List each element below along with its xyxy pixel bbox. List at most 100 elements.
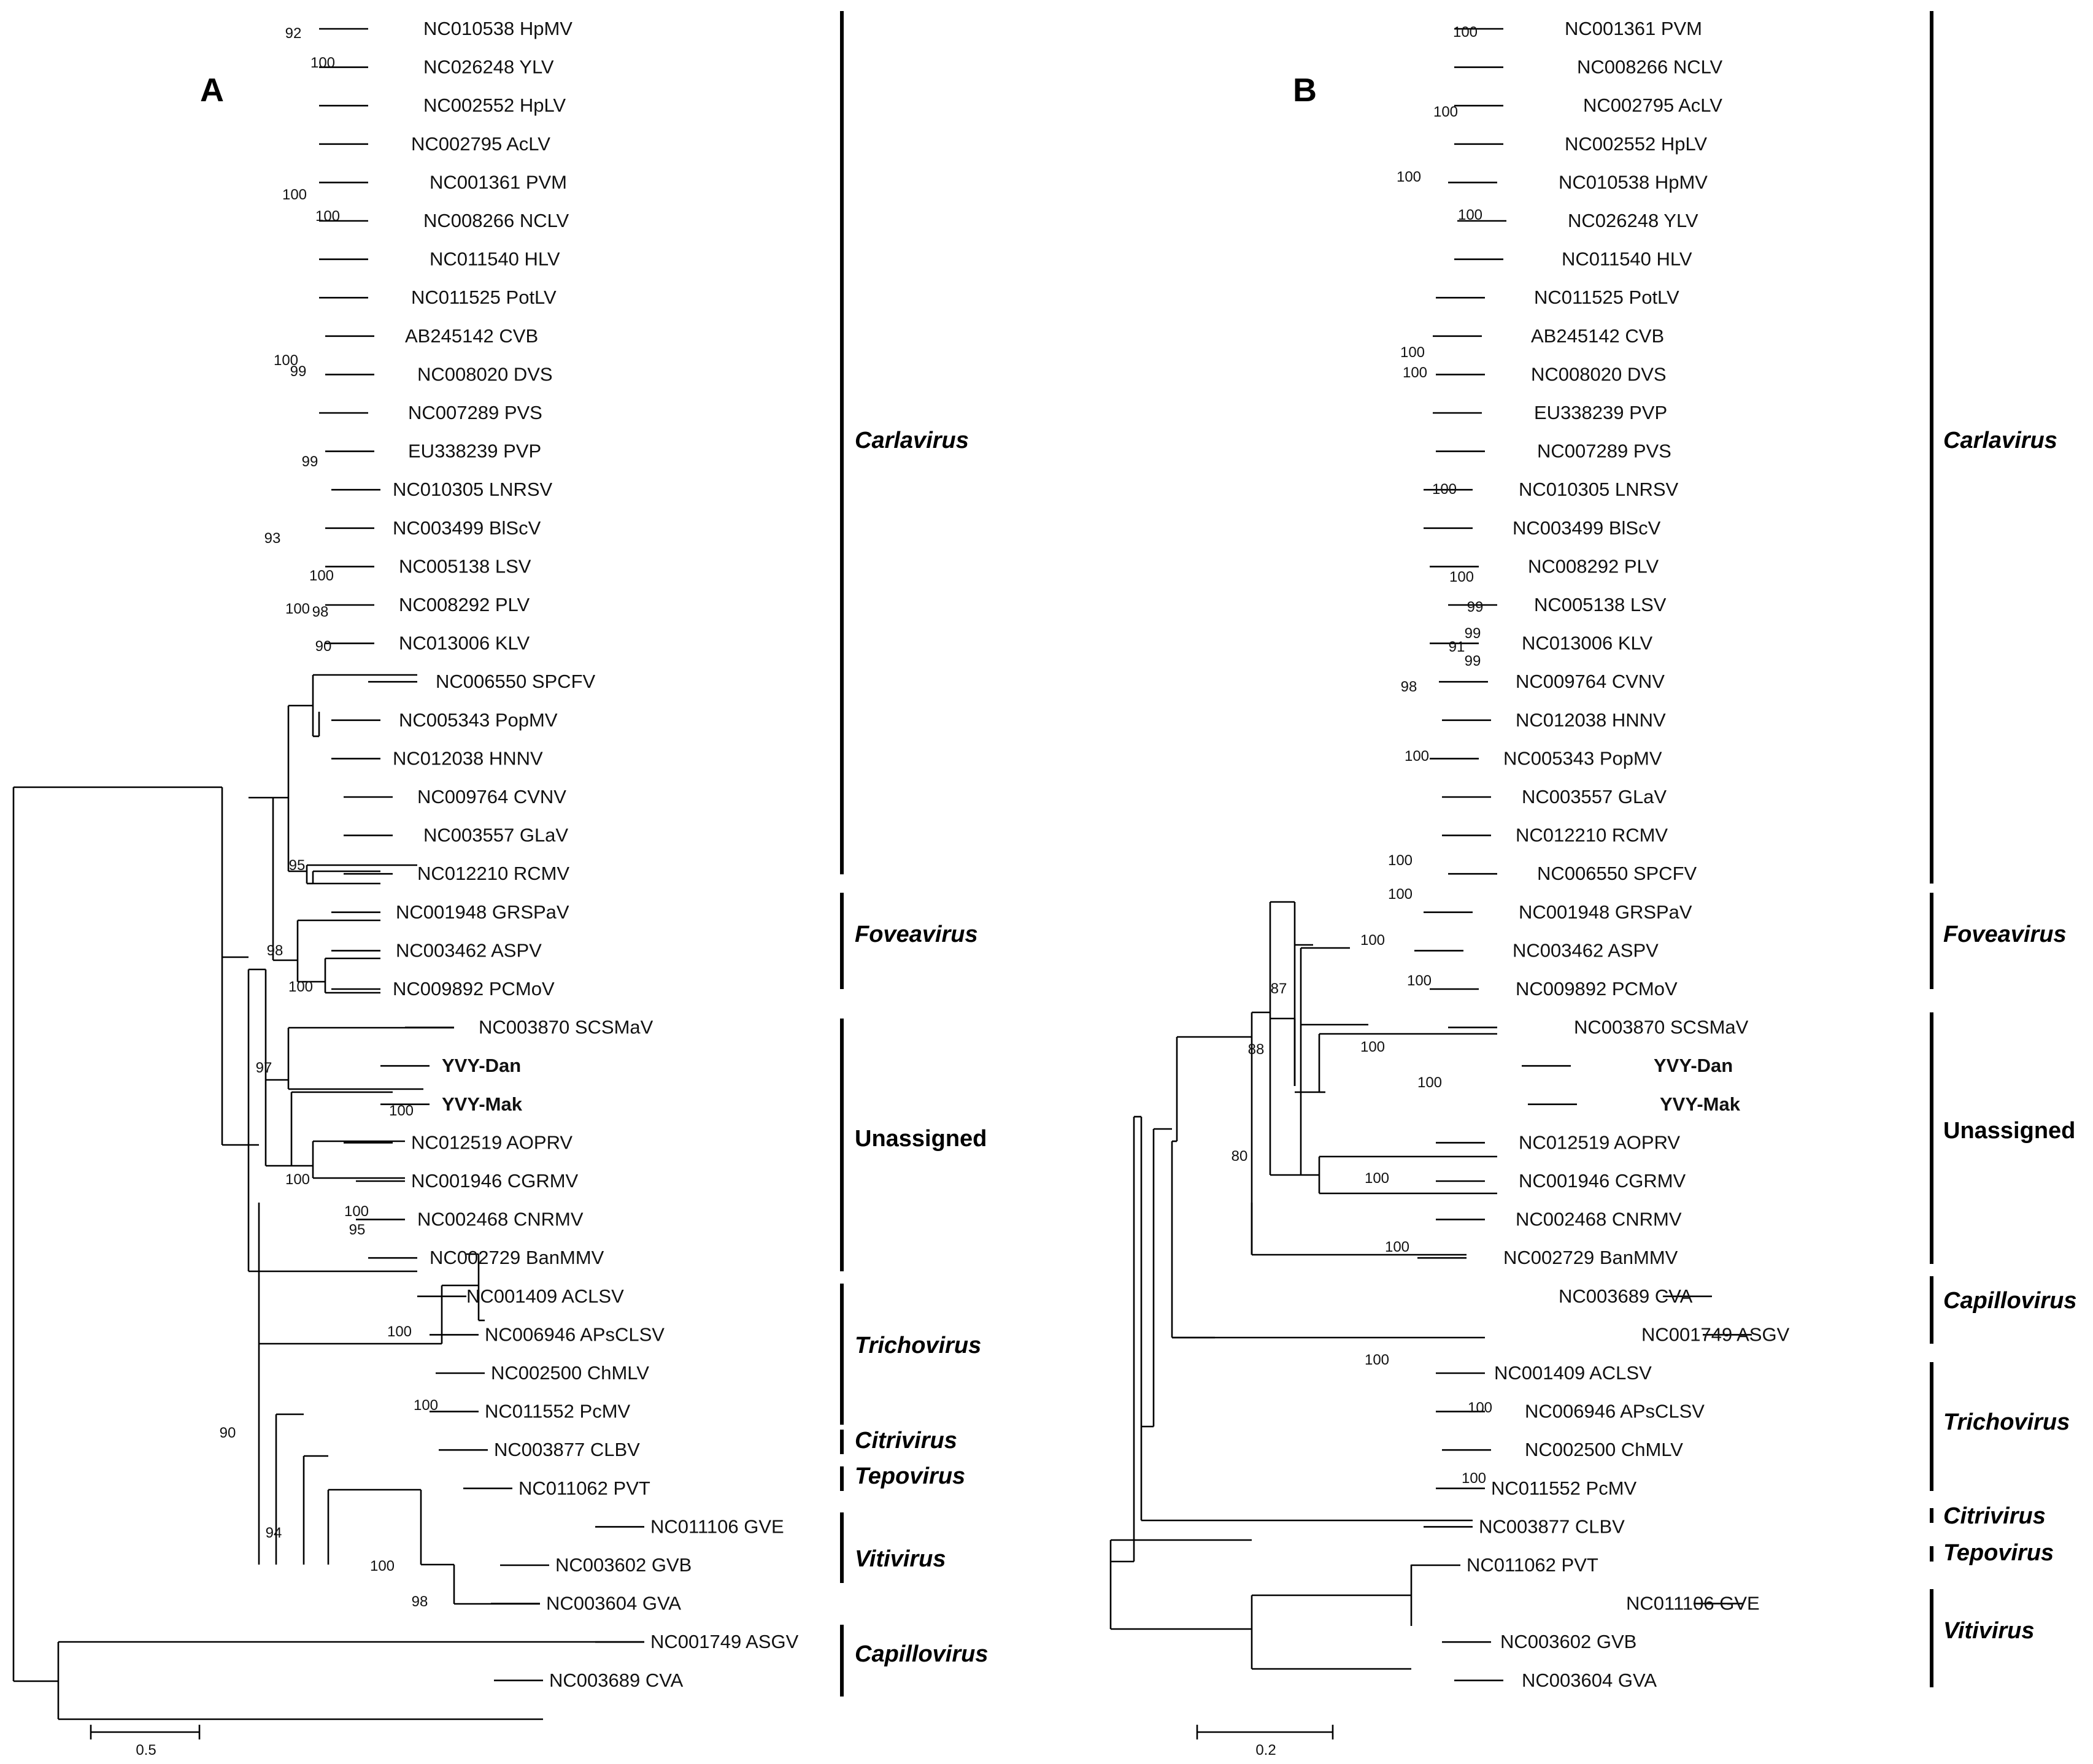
bootstrap-value: 99 (302, 453, 318, 470)
leaf-label: YVY-Dan (1654, 1055, 1733, 1076)
leaf-label: NC003462 ASPV (1513, 939, 1659, 961)
scale-bar-label: 0.5 (136, 1742, 156, 1758)
leaf-label: NC002468 CNRMV (1516, 1209, 1682, 1230)
leaf-label: NC026248 YLV (1568, 210, 1698, 231)
leaf-label: NC011540 HLV (430, 248, 560, 270)
bootstrap-value: 100 (282, 187, 307, 203)
bootstrap-value: 98 (412, 1593, 428, 1610)
leaf-label: NC012210 RCMV (417, 863, 569, 884)
bootstrap-value: 90 (220, 1425, 236, 1441)
leaf-label: NC012038 HNNV (1516, 709, 1666, 731)
leaf-label: YVY-Mak (1660, 1093, 1741, 1115)
genus-label: Unassigned (855, 1126, 987, 1152)
leaf-label: NC006550 SPCFV (436, 671, 596, 692)
leaf-label: NC011106 GVE (1626, 1593, 1760, 1614)
leaf-label: NC013006 KLV (1522, 633, 1652, 654)
leaf-label: NC003462 ASPV (396, 939, 542, 961)
bootstrap-value: 100 (1405, 748, 1429, 765)
bootstrap-value: 100 (414, 1397, 438, 1414)
bootstrap-value: 100 (1403, 364, 1427, 381)
genus-label: Unassigned (1943, 1118, 2075, 1144)
genus-label: Tepovirus (855, 1463, 965, 1489)
genus-label: Citrivirus (1943, 1503, 2046, 1529)
bootstrap-value: 100 (344, 1203, 369, 1220)
leaf-label: NC002552 HpLV (1565, 133, 1707, 155)
bootstrap-value: 99 (1467, 599, 1484, 615)
bootstrap-value: 100 (1360, 1039, 1385, 1055)
leaf-label: NC009892 PCMoV (393, 978, 555, 999)
genus-label: Foveavirus (1943, 922, 2067, 947)
bootstrap-value: 100 (288, 979, 313, 995)
genus-label: Vitivirus (855, 1546, 946, 1572)
leaf-label: NC001948 GRSPaV (1519, 901, 1692, 923)
leaf-label: NC010305 LNRSV (1519, 479, 1679, 500)
leaf-label: NC008266 NCLV (423, 210, 569, 231)
scale-bar-label: 0.2 (1255, 1742, 1276, 1758)
leaf-label: NC009764 CVNV (417, 786, 566, 807)
bootstrap-value: 99 (1465, 653, 1481, 669)
leaf-label: NC003602 GVB (1500, 1631, 1636, 1652)
leaf-label: NC006550 SPCFV (1537, 863, 1697, 884)
leaf-label: NC002795 AcLV (1583, 94, 1722, 116)
leaf-label: NC003499 BlScV (393, 517, 541, 539)
bootstrap-value: 92 (285, 25, 302, 42)
leaf-label: NC011106 GVE (650, 1516, 784, 1537)
leaf-label: NC009764 CVNV (1516, 671, 1665, 692)
bootstrap-value: 100 (1400, 344, 1425, 361)
bootstrap-value: 93 (264, 530, 281, 547)
leaf-label: NC011062 PVT (518, 1477, 650, 1499)
leaf-label: EU338239 PVP (1534, 402, 1667, 423)
bootstrap-value: 100 (1407, 973, 1432, 989)
leaf-label: NC002500 ChMLV (1525, 1439, 1683, 1460)
leaf-label: NC006946 APsCLSV (485, 1323, 665, 1345)
leaf-label: NC003870 SCSMaV (479, 1017, 653, 1038)
bootstrap-value: 98 (267, 942, 283, 959)
leaf-label: NC007289 PVS (408, 402, 542, 423)
leaf-label: NC001409 ACLSV (1494, 1362, 1652, 1384)
bootstrap-value: 100 (1417, 1074, 1442, 1091)
leaf-label: NC008292 PLV (399, 594, 530, 615)
bootstrap-value: 98 (1401, 679, 1417, 695)
leaf-label: YVY-Mak (442, 1093, 523, 1115)
bootstrap-value: 100 (1385, 1239, 1409, 1255)
bootstrap-value: 100 (387, 1323, 412, 1340)
bootstrap-value: 100 (1388, 886, 1413, 903)
leaf-label: NC010538 HpMV (1559, 171, 1708, 193)
leaf-label: NC009892 PCMoV (1516, 978, 1678, 999)
leaf-label: NC011525 PotLV (1534, 287, 1679, 308)
bootstrap-value: 97 (256, 1060, 272, 1076)
leaf-label: NC003602 GVB (555, 1554, 692, 1576)
leaf-label: NC011552 PcMV (485, 1401, 631, 1422)
leaf-label: NC008266 NCLV (1577, 56, 1723, 78)
leaf-label: NC005343 PopMV (399, 709, 558, 731)
leaf-label: NC011540 HLV (1562, 248, 1692, 270)
leaf-label: NC012519 AOPRV (411, 1131, 572, 1153)
leaf-label: NC005138 LSV (399, 555, 531, 577)
bootstrap-value: 91 (1449, 639, 1465, 655)
bootstrap-value: 100 (1453, 24, 1478, 40)
leaf-label: NC011525 PotLV (411, 287, 557, 308)
bootstrap-value: 87 (1271, 980, 1287, 997)
bootstrap-value: 100 (274, 352, 298, 369)
bootstrap-value: 95 (289, 857, 306, 874)
leaf-label: AB245142 CVB (1531, 325, 1664, 347)
bootstrap-value: 100 (1458, 207, 1482, 223)
leaf-label: NC007289 PVS (1537, 441, 1671, 462)
bootstrap-value: 100 (285, 1171, 310, 1188)
leaf-label: NC002729 BanMMV (430, 1247, 604, 1268)
bootstrap-value: 100 (389, 1103, 414, 1119)
bootstrap-value: 100 (1388, 852, 1413, 869)
bootstrap-value: 100 (1432, 481, 1457, 498)
bootstrap-value: 100 (1462, 1470, 1486, 1487)
leaf-label: NC008292 PLV (1528, 555, 1659, 577)
leaf-label: NC001946 CGRMV (411, 1170, 579, 1192)
genus-label: Capillovirus (1943, 1288, 2077, 1314)
leaf-label: NC011552 PcMV (1491, 1477, 1637, 1499)
leaf-label: NC005343 PopMV (1503, 747, 1662, 769)
bootstrap-value: 95 (349, 1222, 366, 1238)
leaf-label: EU338239 PVP (408, 441, 541, 462)
genus-label: Carlavirus (855, 428, 969, 453)
leaf-label: NC001409 ACLSV (466, 1285, 624, 1307)
bootstrap-value: 99 (290, 363, 307, 380)
